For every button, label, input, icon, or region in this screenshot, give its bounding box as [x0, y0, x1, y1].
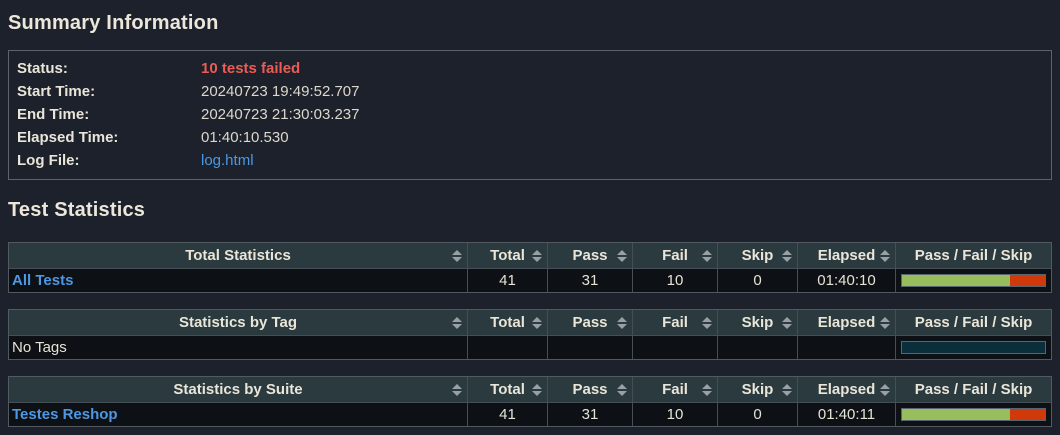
all-tests-fail: 10: [632, 269, 717, 292]
summary-row-status: Status: 10 tests failed: [17, 57, 1043, 80]
pass-fail-skip-bar: [901, 408, 1046, 421]
no-tags-skip: [717, 336, 797, 359]
log-file-link[interactable]: log.html: [201, 152, 254, 169]
column-header-fail[interactable]: Fail: [632, 243, 717, 268]
sort-icon[interactable]: [782, 250, 792, 262]
no-tags-label: No Tags: [12, 339, 67, 356]
table-row-all-tests: All Tests 41 31 10 0 01:40:10: [9, 268, 1051, 292]
column-header-elapsed[interactable]: Elapsed: [797, 377, 895, 402]
testes-reshop-pass: 31: [547, 403, 632, 426]
sort-icon[interactable]: [880, 250, 890, 262]
start-time-value: 20240723 19:49:52.707: [201, 83, 360, 100]
sort-icon[interactable]: [617, 317, 627, 329]
column-header-total[interactable]: Total: [467, 243, 547, 268]
end-time-value: 20240723 21:30:03.237: [201, 106, 360, 123]
summary-box: Status: 10 tests failed Start Time: 2024…: [8, 50, 1052, 180]
table-row-no-tags: No Tags: [9, 335, 1051, 359]
column-header-skip[interactable]: Skip: [717, 243, 797, 268]
summary-information-title: Summary Information: [8, 12, 219, 34]
empty-pass-fail-skip-bar: [901, 341, 1046, 354]
summary-row-elapsed-time: Elapsed Time: 01:40:10.530: [17, 126, 1043, 149]
table-row-testes-reshop: Testes Reshop 41 31 10 0 01:40:11: [9, 402, 1051, 426]
statistics-by-suite-table: Statistics by Suite Total Pass Fail Skip…: [8, 376, 1052, 427]
column-header-total-statistics[interactable]: Total Statistics: [9, 243, 467, 268]
testes-reshop-elapsed: 01:40:11: [797, 403, 895, 426]
sort-icon[interactable]: [702, 250, 712, 262]
testes-reshop-skip: 0: [717, 403, 797, 426]
total-statistics-header-row: Total Statistics Total Pass Fail Skip El…: [9, 243, 1051, 268]
all-tests-skip: 0: [717, 269, 797, 292]
total-statistics-table: Total Statistics Total Pass Fail Skip El…: [8, 242, 1052, 293]
summary-row-end-time: End Time: 20240723 21:30:03.237: [17, 103, 1043, 126]
column-header-statistics-by-suite[interactable]: Statistics by Suite: [9, 377, 467, 402]
column-header-skip[interactable]: Skip: [717, 377, 797, 402]
sort-icon[interactable]: [532, 317, 542, 329]
testes-reshop-link[interactable]: Testes Reshop: [12, 406, 118, 423]
sort-icon[interactable]: [782, 384, 792, 396]
column-header-statistics-by-tag[interactable]: Statistics by Tag: [9, 310, 467, 335]
summary-row-start-time: Start Time: 20240723 19:49:52.707: [17, 80, 1043, 103]
fail-bar-segment: [1010, 409, 1045, 420]
sort-icon[interactable]: [452, 250, 462, 262]
all-tests-elapsed: 01:40:10: [797, 269, 895, 292]
column-header-pass-fail-skip: Pass / Fail / Skip: [895, 310, 1051, 335]
column-header-fail[interactable]: Fail: [632, 310, 717, 335]
column-header-pass[interactable]: Pass: [547, 377, 632, 402]
sort-icon[interactable]: [880, 317, 890, 329]
sort-icon[interactable]: [532, 384, 542, 396]
pass-bar-segment: [902, 409, 1011, 420]
column-header-fail[interactable]: Fail: [632, 377, 717, 402]
column-header-total[interactable]: Total: [467, 310, 547, 335]
sort-icon[interactable]: [782, 317, 792, 329]
sort-icon[interactable]: [702, 384, 712, 396]
no-tags-total: [467, 336, 547, 359]
sort-icon[interactable]: [617, 250, 627, 262]
column-header-pass[interactable]: Pass: [547, 310, 632, 335]
column-header-pass[interactable]: Pass: [547, 243, 632, 268]
all-tests-link[interactable]: All Tests: [12, 272, 74, 289]
all-tests-total: 41: [467, 269, 547, 292]
end-time-label: End Time:: [17, 106, 90, 123]
sort-icon[interactable]: [617, 384, 627, 396]
test-statistics-title: Test Statistics: [8, 199, 146, 221]
all-tests-pass: 31: [547, 269, 632, 292]
elapsed-time-label: Elapsed Time:: [17, 129, 119, 146]
elapsed-time-value: 01:40:10.530: [201, 129, 289, 146]
status-label: Status:: [17, 60, 68, 77]
sort-icon[interactable]: [880, 384, 890, 396]
statistics-by-tag-table: Statistics by Tag Total Pass Fail Skip E…: [8, 309, 1052, 360]
fail-bar-segment: [1010, 275, 1045, 286]
column-header-elapsed[interactable]: Elapsed: [797, 243, 895, 268]
column-header-skip[interactable]: Skip: [717, 310, 797, 335]
statistics-by-tag-header-row: Statistics by Tag Total Pass Fail Skip E…: [9, 310, 1051, 335]
sort-icon[interactable]: [532, 250, 542, 262]
statistics-by-suite-header-row: Statistics by Suite Total Pass Fail Skip…: [9, 377, 1051, 402]
pass-fail-skip-bar: [901, 274, 1046, 287]
status-value: 10 tests failed: [201, 60, 301, 77]
testes-reshop-fail: 10: [632, 403, 717, 426]
testes-reshop-total: 41: [467, 403, 547, 426]
summary-row-log-file: Log File: log.html: [17, 149, 1043, 172]
no-tags-elapsed: [797, 336, 895, 359]
no-tags-fail: [632, 336, 717, 359]
sort-icon[interactable]: [452, 317, 462, 329]
pass-bar-segment: [902, 275, 1011, 286]
start-time-label: Start Time:: [17, 83, 96, 100]
sort-icon[interactable]: [452, 384, 462, 396]
column-header-pass-fail-skip: Pass / Fail / Skip: [895, 377, 1051, 402]
sort-icon[interactable]: [702, 317, 712, 329]
column-header-elapsed[interactable]: Elapsed: [797, 310, 895, 335]
column-header-pass-fail-skip: Pass / Fail / Skip: [895, 243, 1051, 268]
log-file-label: Log File:: [17, 152, 80, 169]
no-tags-pass: [547, 336, 632, 359]
column-header-total[interactable]: Total: [467, 377, 547, 402]
